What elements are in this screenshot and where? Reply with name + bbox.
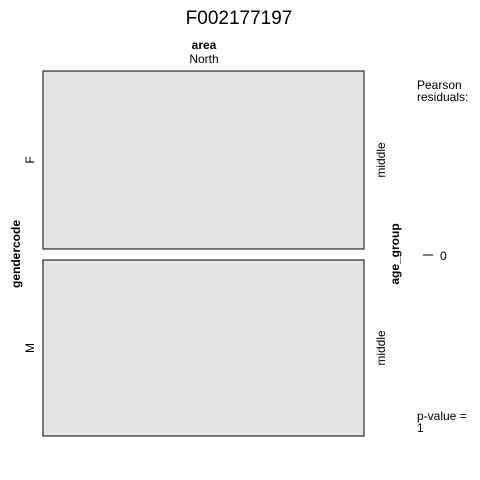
top-variable-label: area bbox=[192, 38, 217, 52]
mosaic-cell-m-middle bbox=[42, 259, 365, 437]
right-level-label-middle-m: middle bbox=[374, 330, 388, 366]
left-level-label-m: M bbox=[23, 343, 37, 353]
chart-title: F002177197 bbox=[186, 8, 293, 29]
legend-title-line1: Pearson bbox=[417, 78, 462, 92]
left-variable-label: gendercode bbox=[9, 220, 23, 288]
pvalue-label-line1: p-value = bbox=[417, 409, 467, 423]
legend-title-line2: residuals: bbox=[417, 90, 468, 104]
right-variable-label: age_group bbox=[388, 223, 402, 284]
left-level-label-f: F bbox=[23, 156, 37, 163]
mosaic-cell-f-middle bbox=[42, 70, 365, 250]
legend-tick-label-0: 0 bbox=[440, 249, 447, 263]
top-level-label-north: North bbox=[189, 52, 218, 66]
right-level-label-middle-f: middle bbox=[374, 142, 388, 178]
pvalue-label-line2: 1 bbox=[417, 421, 424, 435]
